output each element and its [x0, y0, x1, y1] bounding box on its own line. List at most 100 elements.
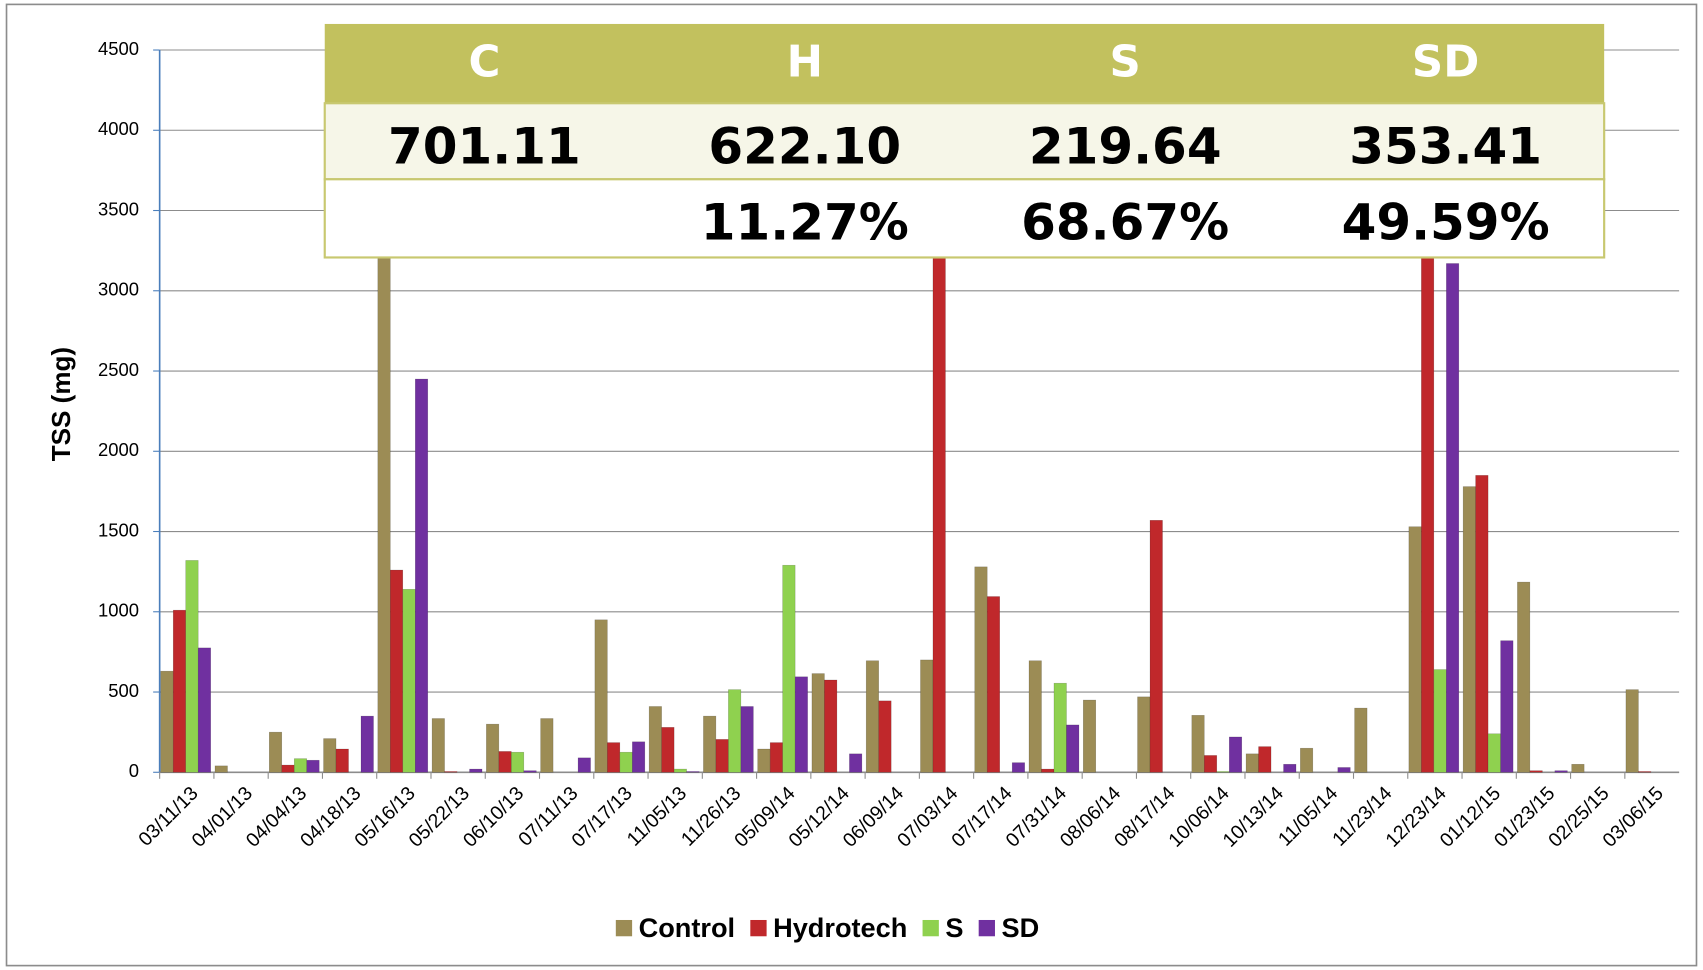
bar: [673, 768, 687, 773]
legend-swatch: [922, 919, 939, 937]
bar: [1571, 763, 1585, 773]
bar: [782, 564, 796, 773]
y-tick-label: 3500: [98, 198, 139, 219]
table-header: C: [468, 38, 500, 88]
table-cell: 622.10: [708, 117, 901, 175]
bar: [1462, 486, 1476, 773]
bar: [1625, 689, 1639, 773]
bar: [185, 560, 199, 773]
table-cell: 11.27%: [701, 193, 909, 251]
bar: [1421, 242, 1435, 773]
bar: [824, 679, 838, 773]
legend-swatch: [750, 919, 767, 937]
bar: [794, 676, 808, 773]
bar: [619, 751, 633, 773]
table-header: H: [787, 38, 823, 88]
bar: [715, 739, 729, 773]
bar: [1487, 733, 1501, 773]
bar: [811, 673, 825, 773]
bar: [1337, 767, 1351, 773]
bar: [293, 758, 308, 773]
bar: [607, 742, 621, 773]
legend-label: SD: [1001, 912, 1039, 943]
table-cell: 219.64: [1029, 117, 1222, 175]
y-tick-label: 3000: [98, 279, 139, 300]
bar: [160, 670, 174, 773]
summary-table: C H S SD 701.11 622.10 219.64 353.41 11.27% 68.67…: [323, 23, 1606, 259]
bar: [415, 378, 429, 773]
bar: [540, 718, 554, 773]
bar: [197, 647, 211, 773]
bar: [865, 660, 879, 773]
bar: [1475, 475, 1489, 773]
bar: [1408, 526, 1422, 773]
bar: [431, 718, 445, 773]
bar: [306, 759, 320, 773]
bar: [377, 242, 391, 773]
bar: [757, 748, 771, 773]
bar: [172, 609, 186, 773]
table-row-bg: [323, 102, 1606, 181]
bar: [703, 715, 717, 773]
y-tick-label: 0: [129, 760, 139, 781]
bar: [769, 742, 783, 773]
bar: [323, 738, 337, 773]
bar: [1204, 755, 1218, 773]
table-header: SD: [1412, 38, 1479, 88]
y-tick-label: 2000: [98, 439, 139, 460]
bar: [1053, 682, 1067, 773]
bar: [214, 765, 228, 773]
bar: [498, 751, 512, 773]
y-tick-label: 4500: [98, 38, 139, 59]
bar: [523, 770, 537, 773]
bar: [511, 751, 525, 773]
bar: [390, 569, 404, 773]
bar: [281, 764, 295, 773]
bar: [1149, 520, 1163, 773]
bar: [1446, 263, 1460, 773]
bar: [402, 589, 416, 773]
bar: [1066, 724, 1080, 773]
bar: [632, 741, 646, 773]
bar: [444, 771, 458, 773]
bar: [594, 619, 608, 773]
table-cell: 353.41: [1349, 117, 1542, 175]
bar: [360, 715, 374, 773]
bar: [1529, 770, 1543, 773]
bar: [1228, 736, 1243, 773]
bar: [1028, 660, 1042, 773]
bar: [1300, 747, 1314, 773]
legend-label: Control: [639, 912, 735, 943]
y-axis-label: TSS (mg): [46, 347, 76, 461]
bar: [577, 757, 591, 773]
bar: [1500, 640, 1514, 773]
y-tick-label: 500: [108, 680, 139, 701]
bar: [486, 723, 500, 773]
bar: [1137, 696, 1151, 773]
bar: [974, 566, 988, 773]
bar: [686, 771, 700, 773]
bar: [469, 768, 483, 773]
bar: [1191, 715, 1205, 773]
bar: [1011, 762, 1025, 773]
table-cell: 49.59%: [1342, 193, 1550, 251]
y-tick-label: 2500: [98, 359, 139, 380]
bar: [878, 700, 892, 773]
bar: [740, 706, 754, 773]
bar: [1554, 770, 1568, 773]
bar: [1082, 699, 1097, 773]
bar: [269, 731, 283, 773]
legend-label: S: [945, 912, 963, 943]
legend-swatch: [978, 919, 995, 937]
bar: [335, 748, 349, 773]
table-header: S: [1110, 38, 1141, 88]
table-cell: 701.11: [388, 117, 581, 175]
bar: [648, 706, 662, 773]
bar: [1354, 707, 1368, 773]
bar: [1517, 581, 1531, 773]
y-tick-label: 1000: [98, 600, 139, 621]
bar: [1216, 771, 1230, 773]
bar: [920, 659, 934, 773]
